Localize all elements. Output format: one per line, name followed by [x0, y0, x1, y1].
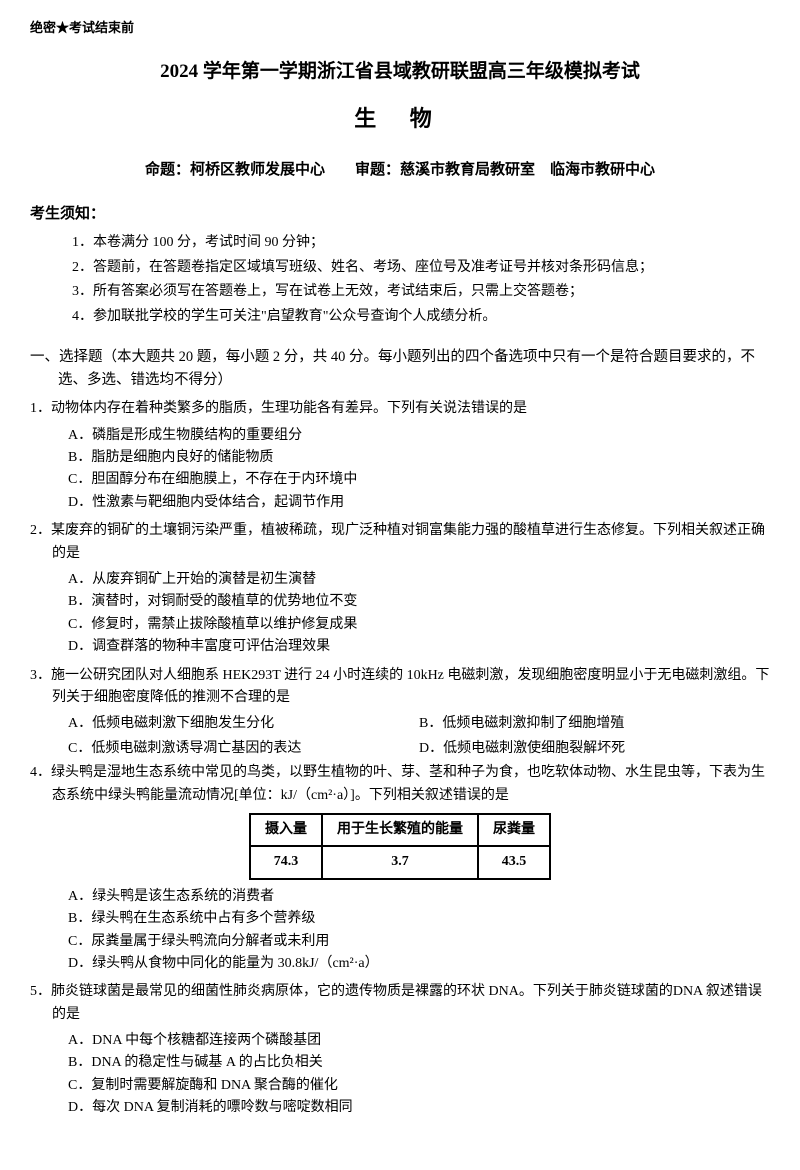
option: D．性激素与靶细胞内受体结合，起调节作用	[68, 492, 770, 514]
option: D．调查群落的物种丰富度可评估治理效果	[68, 636, 770, 658]
option: C．低频电磁刺激诱导凋亡基因的表达	[68, 738, 419, 760]
question-2-options: A．从废弃铜矿上开始的演替是初生演替 B．演替时，对铜耐受的酸植草的优势地位不变…	[30, 569, 770, 659]
table-cell: 3.7	[322, 846, 478, 878]
notice-item: 4．参加联批学校的学生可关注"启望教育"公众号查询个人成绩分析。	[72, 306, 770, 328]
question-3: 3．施一公研究团队对人细胞系 HEK293T 进行 24 小时连续的 10kHz…	[52, 665, 770, 710]
question-3-options-row2: C．低频电磁刺激诱导凋亡基因的表达 D．低频电磁刺激使细胞裂解坏死	[30, 738, 770, 760]
confidential-stamp: 绝密★考试结束前	[30, 18, 770, 39]
table-header: 尿粪量	[478, 814, 550, 846]
option: A．绿头鸭是该生态系统的消费者	[68, 886, 770, 908]
option: A．DNA 中每个核糖都连接两个磷酸基团	[68, 1030, 770, 1052]
notice-item: 1．本卷满分 100 分，考试时间 90 分钟；	[72, 232, 770, 254]
section-header: 一、选择题（本大题共 20 题，每小题 2 分，共 40 分。每小题列出的四个备…	[58, 346, 770, 392]
option: A．磷脂是形成生物膜结构的重要组分	[68, 425, 770, 447]
question-5-options: A．DNA 中每个核糖都连接两个磷酸基团 B．DNA 的稳定性与碱基 A 的占比…	[30, 1030, 770, 1120]
option: B．低频电磁刺激抑制了细胞增殖	[419, 713, 770, 735]
question-5: 5．肺炎链球菌是最常见的细菌性肺炎病原体，它的遗传物质是裸露的环状 DNA。下列…	[52, 981, 770, 1026]
notice-list: 1．本卷满分 100 分，考试时间 90 分钟； 2．答题前，在答题卷指定区域填…	[30, 232, 770, 328]
option: C．修复时，需禁止拔除酸植草以维护修复成果	[68, 614, 770, 636]
exam-main-title: 2024 学年第一学期浙江省县域教研联盟高三年级模拟考试	[30, 57, 770, 87]
option: D．低频电磁刺激使细胞裂解坏死	[419, 738, 770, 760]
notice-item: 2．答题前，在答题卷指定区域填写班级、姓名、考场、座位号及准考证号并核对条形码信…	[72, 257, 770, 279]
table-header: 用于生长繁殖的能量	[322, 814, 478, 846]
question-4: 4．绿头鸭是湿地生态系统中常见的鸟类，以野生植物的叶、芽、茎和种子为食，也吃软体…	[52, 762, 770, 807]
table-cell: 43.5	[478, 846, 550, 878]
notice-header: 考生须知：	[30, 202, 770, 226]
option: D．每次 DNA 复制消耗的嘌呤数与嘧啶数相同	[68, 1097, 770, 1119]
option: B．DNA 的稳定性与碱基 A 的占比负相关	[68, 1052, 770, 1074]
subject-title: 生 物	[30, 101, 770, 136]
option: A．从废弃铜矿上开始的演替是初生演替	[68, 569, 770, 591]
table-data-row: 74.3 3.7 43.5	[250, 846, 550, 878]
option: C．胆固醇分布在细胞膜上，不存在于内环境中	[68, 469, 770, 491]
question-4-options: A．绿头鸭是该生态系统的消费者 B．绿头鸭在生态系统中占有多个营养级 C．尿粪量…	[30, 886, 770, 976]
question-2: 2．某废弃的铜矿的土壤铜污染严重，植被稀疏，现广泛种植对铜富集能力强的酸植草进行…	[52, 520, 770, 565]
option: C．尿粪量属于绿头鸭流向分解者或未利用	[68, 931, 770, 953]
option: B．演替时，对铜耐受的酸植草的优势地位不变	[68, 591, 770, 613]
notice-item: 3．所有答案必须写在答题卷上，写在试卷上无效，考试结束后，只需上交答题卷；	[72, 281, 770, 303]
table-header-row: 摄入量 用于生长繁殖的能量 尿粪量	[250, 814, 550, 846]
credits-line: 命题：柯桥区教师发展中心 审题：慈溪市教育局教研室 临海市教研中心	[30, 158, 770, 182]
option: A．低频电磁刺激下细胞发生分化	[68, 713, 419, 735]
option: B．脂肪是细胞内良好的储能物质	[68, 447, 770, 469]
question-1: 1．动物体内存在着种类繁多的脂质，生理功能各有差异。下列有关说法错误的是	[52, 398, 770, 420]
option: C．复制时需要解旋酶和 DNA 聚合酶的催化	[68, 1075, 770, 1097]
question-3-options-row1: A．低频电磁刺激下细胞发生分化 B．低频电磁刺激抑制了细胞增殖	[30, 713, 770, 735]
energy-flow-table: 摄入量 用于生长繁殖的能量 尿粪量 74.3 3.7 43.5	[249, 813, 551, 880]
option: B．绿头鸭在生态系统中占有多个营养级	[68, 908, 770, 930]
question-1-options: A．磷脂是形成生物膜结构的重要组分 B．脂肪是细胞内良好的储能物质 C．胆固醇分…	[30, 425, 770, 515]
table-cell: 74.3	[250, 846, 322, 878]
option: D．绿头鸭从食物中同化的能量为 30.8kJ/（cm²·a）	[68, 953, 770, 975]
table-header: 摄入量	[250, 814, 322, 846]
